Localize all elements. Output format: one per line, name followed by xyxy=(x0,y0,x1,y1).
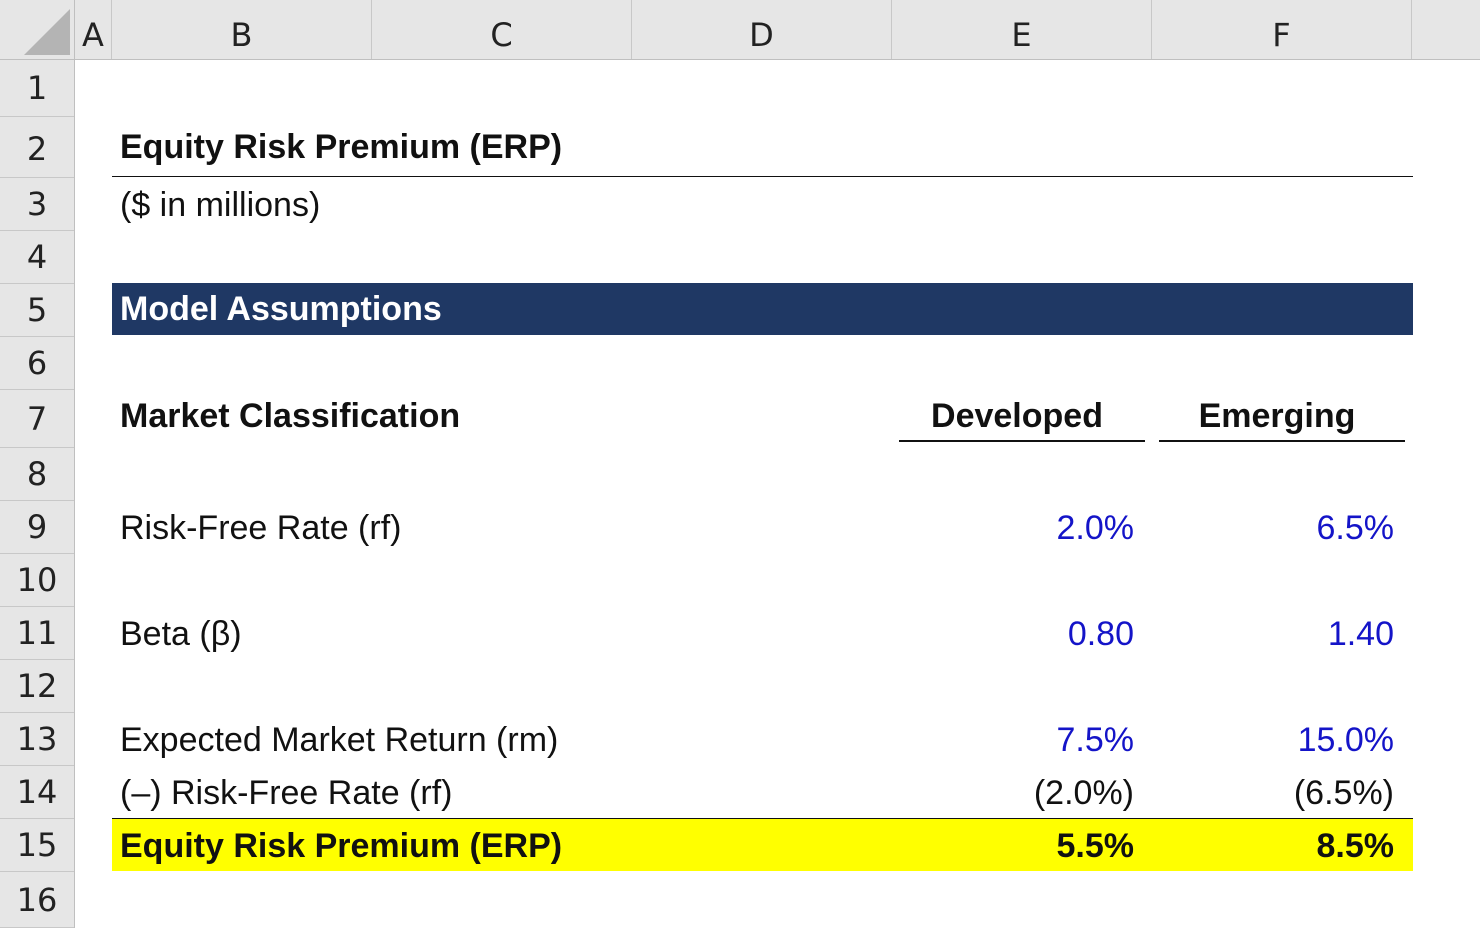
market-classification-label[interactable]: Market Classification xyxy=(120,397,461,435)
row-header-11[interactable]: 11 xyxy=(0,607,74,660)
select-all-triangle-icon xyxy=(24,9,70,55)
equity-risk-premium-developed[interactable]: 5.5% xyxy=(1056,827,1135,865)
row-header-4[interactable]: 4 xyxy=(0,231,74,284)
column-header-a[interactable]: A xyxy=(75,0,112,59)
row-header-2[interactable]: 2 xyxy=(0,117,74,178)
row-header-6[interactable]: 6 xyxy=(0,337,74,390)
row-header-9[interactable]: 9 xyxy=(0,501,74,554)
column-header-e[interactable]: E xyxy=(892,0,1152,59)
column-header-f[interactable]: F xyxy=(1152,0,1412,59)
row-headers: 1 2 3 4 5 6 7 8 9 10 11 12 13 14 15 16 xyxy=(0,60,75,928)
risk-free-rate-developed[interactable]: 2.0% xyxy=(1056,509,1135,547)
row-header-14[interactable]: 14 xyxy=(0,766,74,819)
equity-risk-premium-emerging[interactable]: 8.5% xyxy=(1316,827,1395,865)
emerging-header-underline xyxy=(1159,440,1405,442)
expected-market-return-emerging[interactable]: 15.0% xyxy=(1297,721,1394,759)
row-header-10[interactable]: 10 xyxy=(0,554,74,607)
column-header-d[interactable]: D xyxy=(632,0,892,59)
select-all-button[interactable] xyxy=(0,0,75,60)
title-underline xyxy=(112,176,1413,177)
row-header-1[interactable]: 1 xyxy=(0,60,74,117)
equity-risk-premium-label[interactable]: Equity Risk Premium (ERP) xyxy=(120,827,563,865)
emerging-column-header[interactable]: Emerging xyxy=(1198,397,1356,435)
risk-free-rate-emerging[interactable]: 6.5% xyxy=(1316,509,1395,547)
less-risk-free-rate-label[interactable]: (–) Risk-Free Rate (rf) xyxy=(120,774,453,812)
column-header-b[interactable]: B xyxy=(112,0,372,59)
less-risk-free-rate-emerging[interactable]: (6.5%) xyxy=(1293,774,1394,812)
beta-label[interactable]: Beta (β) xyxy=(120,615,242,653)
row-header-13[interactable]: 13 xyxy=(0,713,74,766)
row-header-8[interactable]: 8 xyxy=(0,448,74,501)
row-header-3[interactable]: 3 xyxy=(0,178,74,231)
row-header-15[interactable]: 15 xyxy=(0,819,74,872)
risk-free-rate-label[interactable]: Risk-Free Rate (rf) xyxy=(120,509,402,547)
column-headers: A B C D E F xyxy=(75,0,1480,60)
developed-column-header[interactable]: Developed xyxy=(931,397,1103,435)
row-header-7[interactable]: 7 xyxy=(0,390,74,448)
expected-market-return-developed[interactable]: 7.5% xyxy=(1056,721,1135,759)
row-header-16[interactable]: 16 xyxy=(0,872,74,928)
row-header-12[interactable]: 12 xyxy=(0,660,74,713)
developed-header-underline xyxy=(899,440,1145,442)
expected-market-return-label[interactable]: Expected Market Return (rm) xyxy=(120,721,559,759)
less-risk-free-rate-developed[interactable]: (2.0%) xyxy=(1033,774,1134,812)
section-header-bar: Model Assumptions xyxy=(112,283,1413,335)
equity-risk-premium-total-row xyxy=(112,818,1413,871)
units-subtitle[interactable]: ($ in millions) xyxy=(120,186,321,224)
beta-developed[interactable]: 0.80 xyxy=(1067,615,1134,653)
section-header-label[interactable]: Model Assumptions xyxy=(120,290,442,328)
column-header-c[interactable]: C xyxy=(372,0,632,59)
sheet-title[interactable]: Equity Risk Premium (ERP) xyxy=(120,128,563,166)
beta-emerging[interactable]: 1.40 xyxy=(1327,615,1394,653)
row-header-5[interactable]: 5 xyxy=(0,284,74,337)
